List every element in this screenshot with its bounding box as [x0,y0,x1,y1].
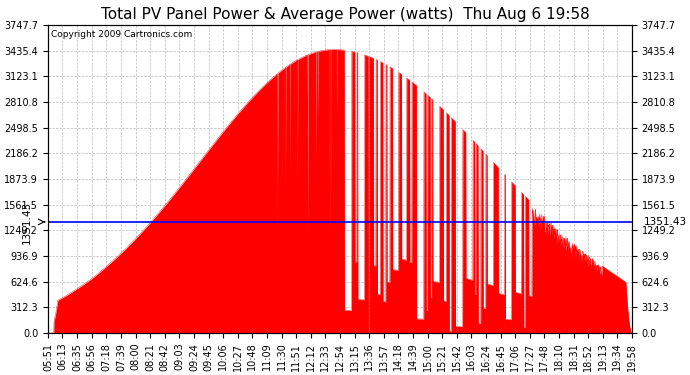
Text: 1351.43: 1351.43 [644,217,687,227]
Text: Copyright 2009 Cartronics.com: Copyright 2009 Cartronics.com [51,30,192,39]
Text: Total PV Panel Power & Average Power (watts)  Thu Aug 6 19:58: Total PV Panel Power & Average Power (wa… [101,8,589,22]
Text: 1351.43: 1351.43 [21,200,32,243]
